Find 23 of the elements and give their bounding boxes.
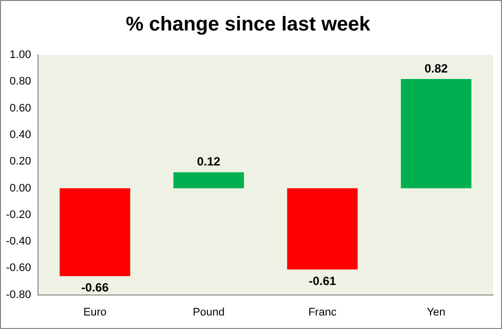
x-tick-label: Franc	[308, 306, 337, 318]
y-tick-label: 0.00	[10, 182, 32, 194]
bar	[60, 188, 130, 276]
y-tick-label: 0.60	[10, 102, 32, 114]
x-tick-label: Euro	[83, 306, 107, 318]
y-tick-label: -0.20	[6, 208, 32, 221]
y-tick-label: -0.40	[6, 236, 32, 248]
y-tick-label: -0.60	[6, 262, 32, 274]
data-label: -0.61	[308, 274, 336, 288]
data-label: 0.12	[196, 154, 221, 169]
chart-title: % change since last week	[126, 14, 372, 36]
y-tick-label: -0.80	[6, 288, 32, 301]
x-tick-label: Pound	[192, 306, 225, 318]
bar	[287, 188, 358, 270]
y-tick-label: 0.80	[10, 76, 32, 88]
y-tick-label: 1.00	[10, 49, 32, 62]
x-tick-label: Yen	[426, 306, 446, 318]
y-tick-label: 0.40	[10, 128, 32, 141]
bar	[173, 172, 244, 188]
data-label: 0.82	[424, 61, 448, 76]
data-label: -0.66	[81, 280, 109, 294]
y-tick-label: 0.20	[10, 156, 32, 168]
bar	[400, 78, 472, 188]
